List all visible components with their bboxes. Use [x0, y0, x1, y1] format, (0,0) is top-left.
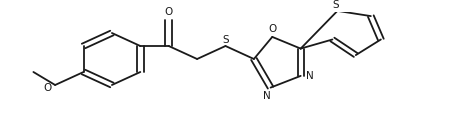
Text: O: O — [268, 24, 276, 34]
Text: O: O — [44, 83, 52, 93]
Text: O: O — [165, 7, 173, 17]
Text: N: N — [306, 71, 313, 81]
Text: N: N — [263, 92, 271, 102]
Text: S: S — [332, 0, 339, 10]
Text: S: S — [222, 35, 229, 45]
